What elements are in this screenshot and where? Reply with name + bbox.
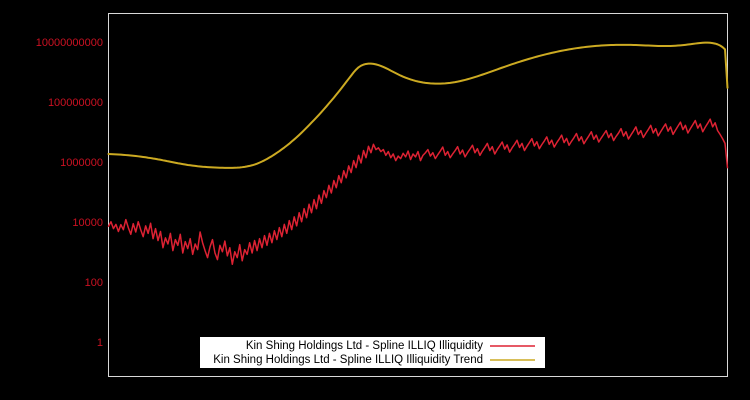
- legend-background: [200, 337, 545, 368]
- legend-entry-label[interactable]: Kin Shing Holdings Ltd - Spline ILLIQ Il…: [213, 354, 483, 366]
- plot-area-frame: [108, 13, 728, 377]
- series-trend-line: [107, 41, 729, 169]
- y-axis-tick-label: 10000: [72, 217, 103, 229]
- y-axis-tick-label: 1000000: [60, 157, 103, 169]
- chart-legend[interactable]: Kin Shing Holdings Ltd - Spline ILLIQ Il…: [200, 337, 545, 368]
- y-axis-tick-label: 10000000000: [36, 37, 103, 49]
- series-illiquidity-line: [107, 118, 729, 266]
- y-axis-tick-label: 100: [85, 277, 103, 289]
- y-axis-tick-label: 1: [97, 337, 103, 349]
- legend-entry-label[interactable]: Kin Shing Holdings Ltd - Spline ILLIQ Il…: [246, 340, 483, 352]
- y-axis-tick-labels: 10000000000 100000000 1000000 10000 100 1: [36, 37, 103, 349]
- y-axis-tick-label: 100000000: [48, 97, 103, 109]
- series-layer: [107, 41, 729, 266]
